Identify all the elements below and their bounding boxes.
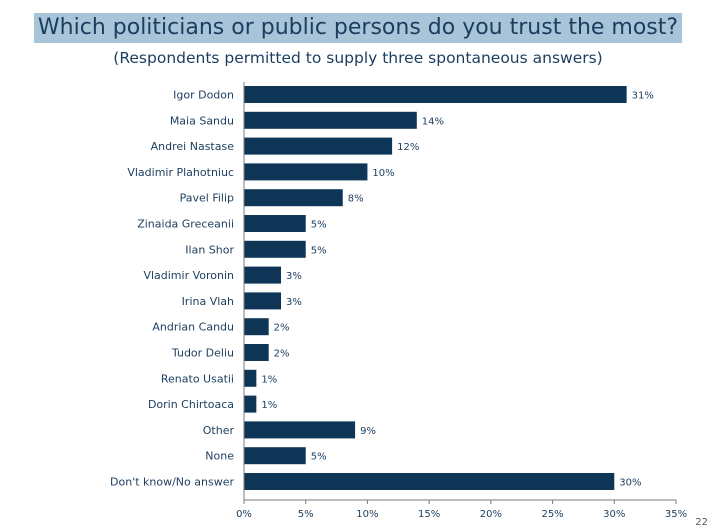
- value-label: 2%: [274, 349, 290, 360]
- value-label: 9%: [360, 426, 376, 437]
- bar: [244, 111, 417, 129]
- bar: [244, 318, 269, 336]
- x-tick-label: 15%: [418, 509, 440, 520]
- value-label: 12%: [397, 142, 419, 153]
- bar: [244, 292, 282, 310]
- bar: [244, 189, 343, 207]
- category-label: Igor Dodon: [173, 89, 234, 102]
- bar: [244, 137, 393, 155]
- value-label: 1%: [261, 374, 277, 385]
- value-label: 5%: [311, 452, 327, 463]
- category-label: Pavel Filip: [180, 192, 234, 205]
- bar: [244, 473, 615, 490]
- category-label: Tudor Deliu: [171, 347, 234, 360]
- value-label: 3%: [286, 271, 302, 282]
- bar: [244, 344, 269, 361]
- value-label: 1%: [261, 400, 277, 411]
- category-label: Vladimir Voronin: [143, 269, 234, 282]
- value-label: 10%: [372, 168, 394, 179]
- bar: [244, 395, 257, 413]
- category-label: Dorin Chirtoaca: [148, 398, 234, 411]
- category-label: Don't know/No answer: [110, 476, 234, 489]
- page-number: 22: [695, 517, 708, 528]
- x-tick-label: 5%: [298, 509, 314, 520]
- x-tick-label: 10%: [356, 509, 378, 520]
- bar: [244, 240, 306, 258]
- bar: [244, 163, 368, 181]
- value-label: 5%: [311, 220, 327, 231]
- category-label: Other: [203, 424, 235, 437]
- category-label: Irina Vlah: [182, 295, 234, 308]
- x-tick-label: 20%: [480, 509, 502, 520]
- chart-title: Which politicians or public persons do y…: [33, 13, 683, 43]
- bar: [244, 266, 282, 284]
- value-label: 31%: [632, 91, 654, 102]
- category-label: Andrei Nastase: [151, 140, 235, 153]
- value-label: 8%: [348, 194, 364, 205]
- category-label: Andrian Candu: [152, 321, 234, 334]
- category-label: None: [205, 450, 234, 463]
- bar: [244, 215, 306, 232]
- chart-subtitle: (Respondents permitted to supply three s…: [113, 49, 603, 67]
- bar: [244, 86, 627, 103]
- x-tick-label: 35%: [665, 509, 687, 520]
- bar: [244, 421, 356, 439]
- value-label: 14%: [422, 116, 444, 127]
- value-label: 2%: [274, 323, 290, 334]
- bar: [244, 447, 306, 465]
- category-label: Renato Usatii: [161, 372, 234, 385]
- value-label: 5%: [311, 245, 327, 256]
- title-container: Which politicians or public persons do y…: [0, 13, 716, 43]
- category-label: Maia Sandu: [170, 114, 234, 127]
- value-label: 3%: [286, 297, 302, 308]
- value-label: 30%: [619, 478, 641, 489]
- category-label: Zinaida Greceanii: [137, 218, 234, 231]
- x-tick-label: 25%: [541, 509, 563, 520]
- bar: [244, 369, 257, 387]
- x-tick-label: 0%: [236, 509, 252, 520]
- category-label: Ilan Shor: [185, 243, 234, 256]
- x-tick-label: 30%: [603, 509, 625, 520]
- category-label: Vladimir Plahotniuc: [127, 166, 234, 179]
